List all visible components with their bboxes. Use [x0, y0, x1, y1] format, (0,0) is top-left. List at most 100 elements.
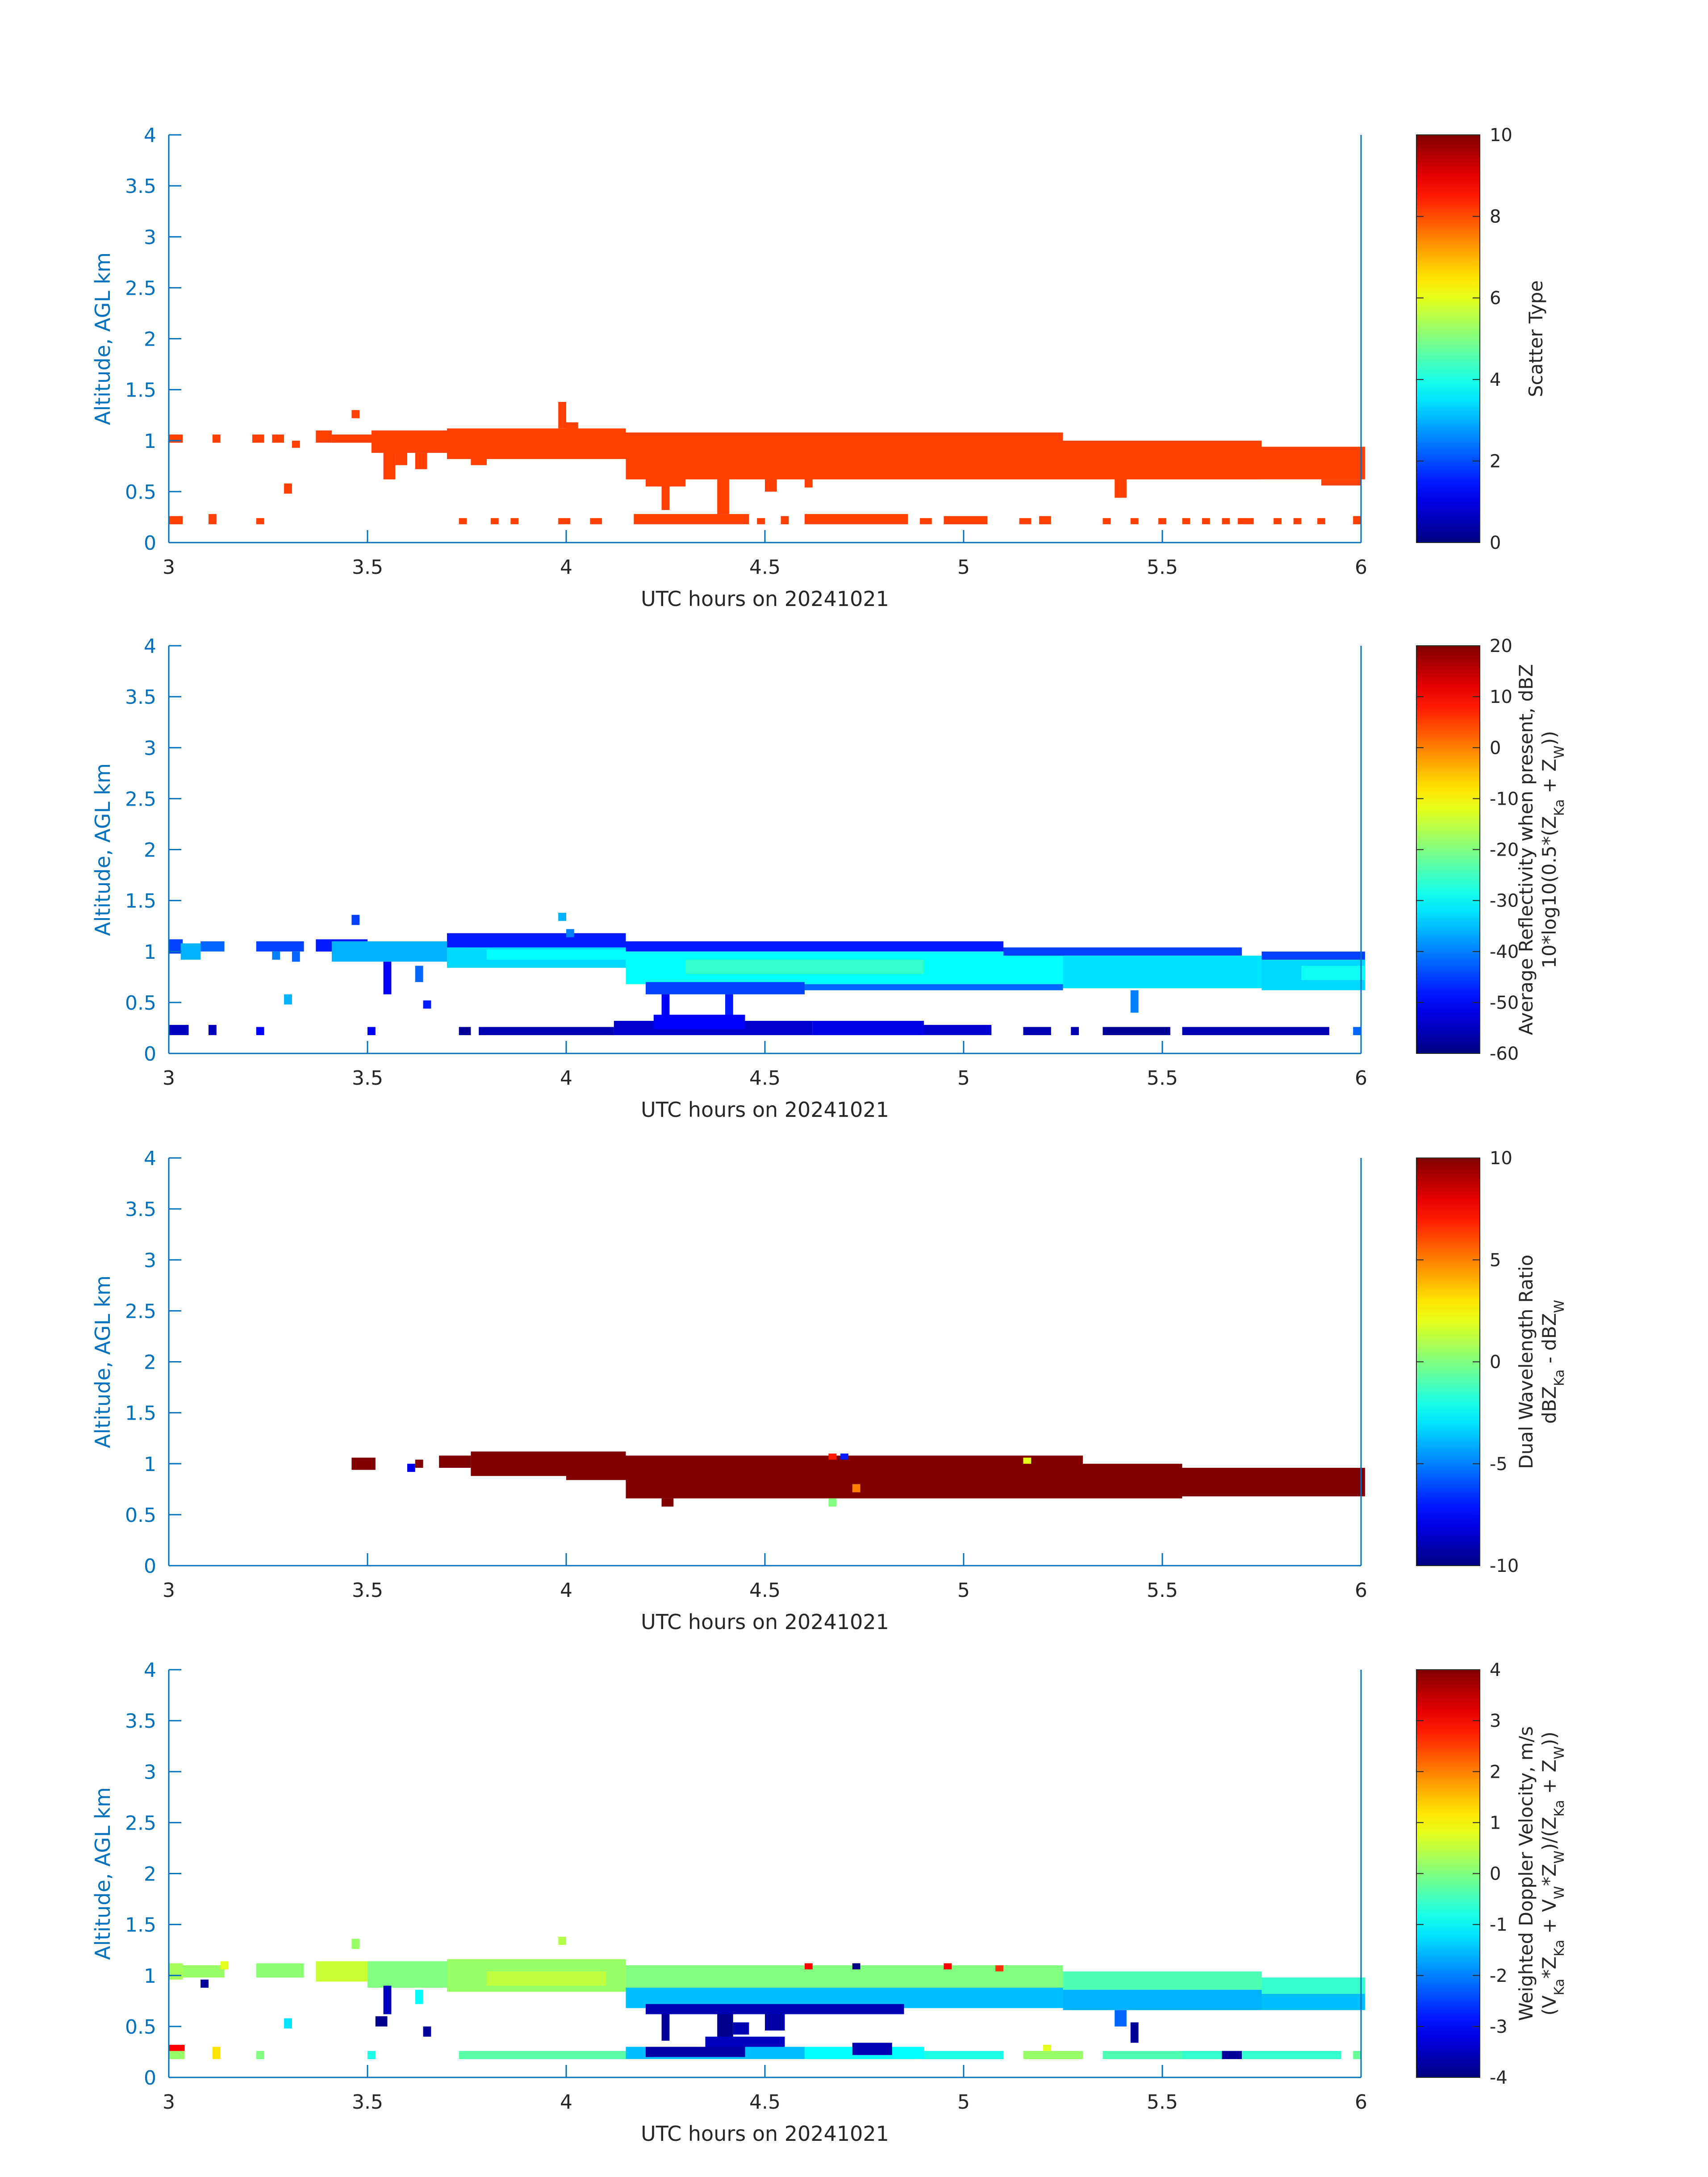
data-cell [944, 1963, 952, 1970]
x-tick-label: 5 [957, 1579, 970, 1602]
panel-dual-wavelength-ratio: 3 3.5 4 4.5 5 5.5 6 0 0.5 1 1.5 2 2.5 3 3.5 4 UTC hours… [91, 1147, 1567, 1634]
data-cell [375, 2016, 388, 2027]
panel-doppler-velocity: 3 3.5 4 4.5 5 5.5 6 0 0.5 1 1.5 2 2.5 3 3.5 4 UTC hours… [91, 1659, 1567, 2146]
data-cell [1043, 2045, 1051, 2051]
y-tick-label: 2 [144, 1351, 156, 1374]
y-tick-label: 1 [144, 1453, 156, 1476]
data-cell [626, 1965, 1063, 1988]
data-cell [634, 514, 749, 524]
data-cell [566, 1472, 626, 1480]
x-tick-label: 3.5 [352, 1579, 383, 1602]
data-cell [439, 1455, 471, 1468]
data-cell [407, 1463, 415, 1472]
data-cell [209, 514, 217, 524]
y-tick-label: 2 [144, 328, 156, 351]
colorbar-tick-label: 0 [1490, 1864, 1501, 1885]
scatter-type-cells [169, 402, 1365, 524]
y-tick-label: 0.5 [125, 481, 156, 504]
colorbar [1416, 1669, 1480, 2078]
data-cell [487, 949, 626, 960]
data-cell [781, 516, 789, 524]
data-cell [200, 941, 225, 952]
x-tick-label: 3 [163, 1067, 175, 1090]
y-tick-label: 0 [144, 2067, 156, 2089]
data-cell [256, 941, 304, 952]
data-cell [169, 1025, 189, 1035]
x-tick-label: 4 [560, 2091, 572, 2114]
data-cell [661, 1498, 674, 1507]
data-cell [828, 1498, 837, 1507]
data-cell [415, 453, 427, 469]
data-cell [351, 915, 360, 925]
colorbar-ticks: -10 -5 0 5 10 [1416, 1148, 1519, 1576]
data-cell [479, 1027, 614, 1035]
data-cell [351, 1939, 360, 1949]
data-cell [852, 1484, 860, 1492]
data-cell [1222, 2051, 1242, 2059]
data-cell [423, 1000, 431, 1009]
x-tick-label: 3 [163, 2091, 175, 2114]
colorbar-tick-label: -20 [1490, 840, 1519, 861]
y-tick-label: 2.5 [125, 788, 156, 811]
data-cell [1023, 2051, 1083, 2059]
y-tick-label: 3 [144, 1761, 156, 1784]
data-cell [1261, 447, 1365, 480]
y-tick-label: 3.5 [125, 175, 156, 198]
data-cell [1130, 518, 1139, 524]
data-cell [1182, 1467, 1365, 1496]
data-cell [1130, 990, 1139, 1013]
x-tick-label: 3 [163, 1579, 175, 1602]
axes: 3 3.5 4 4.5 5 5.5 6 0 0.5 1 1.5 2 2.5 3 3.5 4 [125, 1659, 1367, 2114]
data-cell [805, 984, 1063, 990]
data-cell [367, 2051, 376, 2059]
x-tick-label: 6 [1355, 556, 1367, 579]
y-tick-label: 3.5 [125, 1198, 156, 1221]
y-axis-label: Altitude, AGL km [91, 1787, 115, 1960]
data-cell [558, 402, 566, 429]
colorbar-tick-label: 0 [1490, 738, 1501, 758]
data-cell [705, 2036, 785, 2047]
data-cell [1238, 518, 1254, 524]
data-cell [661, 2014, 670, 2041]
data-cell [447, 428, 626, 459]
y-tick-label: 0.5 [125, 2016, 156, 2039]
data-cell [1071, 1027, 1079, 1035]
data-cell [383, 1985, 392, 2014]
y-tick-label: 4 [144, 1659, 156, 1682]
y-tick-label: 1 [144, 430, 156, 453]
y-tick-label: 3.5 [125, 1710, 156, 1733]
colorbar-label: Dual Wavelength RatiodBZKa - dBZW [1515, 1254, 1567, 1469]
data-cell [490, 518, 499, 524]
colorbar-tick-label: -50 [1490, 993, 1519, 1013]
y-tick-label: 1 [144, 941, 156, 964]
data-cell [1293, 518, 1302, 524]
data-cell [415, 1989, 423, 2004]
data-cell [471, 457, 487, 465]
y-tick-label: 1.5 [125, 1402, 156, 1425]
data-cell [805, 477, 813, 488]
data-cell [1353, 1027, 1361, 1035]
colorbar [1416, 1157, 1480, 1566]
data-cell [944, 516, 988, 524]
data-cell [828, 1453, 837, 1460]
data-cell [510, 518, 519, 524]
data-cell [395, 451, 407, 465]
data-cell [331, 941, 467, 962]
data-cell [459, 1027, 471, 1035]
data-cell [1182, 2051, 1341, 2059]
colorbar-tick-label: 6 [1490, 288, 1501, 309]
x-axis-label: UTC hours on 20241021 [641, 587, 889, 611]
data-cell [383, 961, 392, 994]
data-cell [1102, 518, 1111, 524]
axes: 3 3.5 4 4.5 5 5.5 6 0 0.5 1 1.5 2 2.5 3 3.5 4 [125, 1147, 1367, 1602]
data-cell [256, 518, 264, 524]
y-tick-label: 2.5 [125, 1812, 156, 1834]
x-tick-label: 3.5 [352, 2091, 383, 2114]
data-cell [757, 518, 765, 524]
x-tick-label: 6 [1355, 1579, 1367, 1602]
data-cell [1182, 1027, 1329, 1035]
data-cell [590, 518, 602, 524]
data-cell [1039, 516, 1051, 524]
data-cell [646, 2047, 745, 2057]
